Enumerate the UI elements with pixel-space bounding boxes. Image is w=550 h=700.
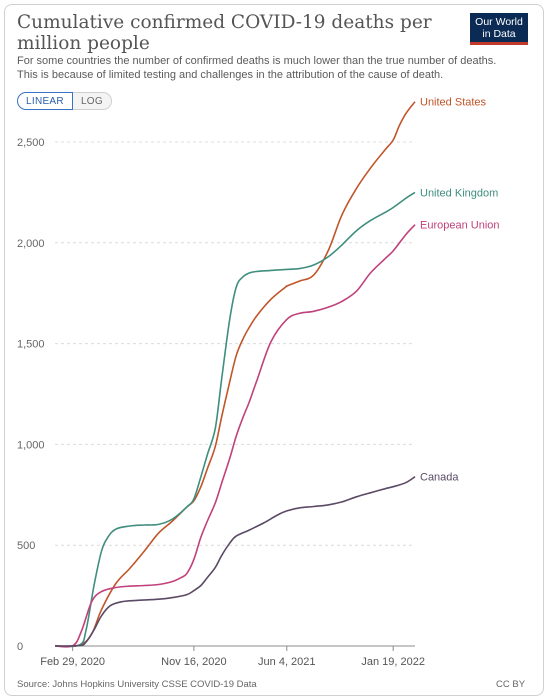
y-tick-label: 500 (17, 540, 35, 552)
series-line-united-states[interactable] (54, 101, 416, 647)
series-lines (54, 101, 416, 648)
x-tick-label: Nov 16, 2020 (161, 656, 226, 668)
log-scale-button[interactable]: LOG (72, 92, 112, 110)
logo-accent-bar (470, 42, 528, 45)
y-tick-label: 0 (17, 641, 23, 653)
y-tick-label: 2,000 (17, 238, 45, 250)
logo-line-2: in Data (482, 28, 516, 40)
x-tick-label: Feb 29, 2020 (40, 656, 105, 668)
series-label-canada[interactable]: Canada (420, 472, 459, 484)
series-label-european-union[interactable]: European Union (420, 220, 500, 232)
y-tick-label: 2,500 (17, 137, 45, 149)
logo-line-1: Our World (475, 16, 523, 28)
chart-card (4, 4, 544, 696)
scale-toggle: LINEAR LOG (17, 92, 112, 110)
grid-lines (55, 141, 415, 647)
series-line-canada[interactable] (54, 476, 416, 647)
y-tick-label: 1,000 (17, 439, 45, 451)
x-tick-label: Jun 4, 2021 (258, 656, 316, 668)
y-axis: 0 500 1,000 1,500 2,000 2,500 (17, 137, 45, 653)
chart-subtitle: For some countries the number of confirm… (17, 55, 497, 81)
series-labels: United States United Kingdom European Unio… (420, 97, 500, 484)
license-link[interactable]: CC BY (496, 679, 526, 690)
linear-scale-button[interactable]: LINEAR (17, 92, 73, 110)
source-link[interactable]: Source: Johns Hopkins University CSSE CO… (17, 679, 257, 690)
x-axis: Feb 29, 2020 Nov 16, 2020 Jun 4, 2021 Jan 1… (40, 646, 425, 668)
series-line-united-kingdom[interactable] (54, 191, 416, 648)
y-tick-label: 1,500 (17, 339, 45, 351)
series-line-european-union[interactable] (54, 224, 416, 648)
owid-logo[interactable]: Our World in Data (470, 13, 528, 45)
x-tick-label: Jan 19, 2022 (361, 656, 425, 668)
chart-title: Cumulative confirmed COVID-19 deaths per… (17, 12, 432, 54)
series-label-united-kingdom[interactable]: United Kingdom (420, 187, 498, 199)
series-label-united-states[interactable]: United States (420, 97, 487, 109)
